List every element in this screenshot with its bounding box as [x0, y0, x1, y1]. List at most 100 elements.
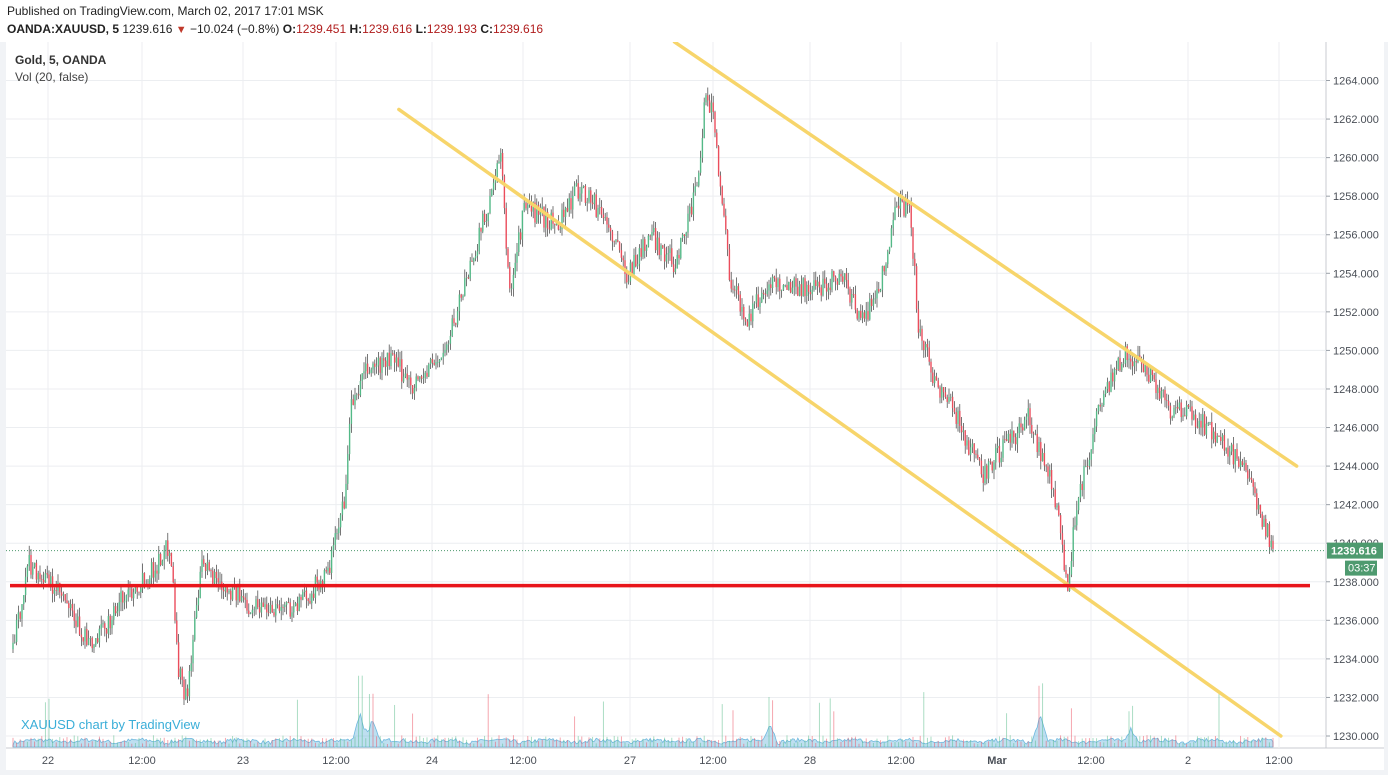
candle-body	[753, 302, 756, 304]
candle-body	[1020, 423, 1022, 428]
candle-body	[69, 604, 72, 609]
candle-body	[1144, 364, 1146, 373]
candle-body	[888, 246, 891, 252]
candle-body	[989, 461, 992, 463]
candle-body	[1241, 461, 1244, 466]
candle-body	[926, 344, 929, 348]
watermark-link[interactable]: XAUUSD chart by TradingView	[21, 717, 200, 732]
candle-body	[1077, 497, 1080, 511]
candle-body	[892, 219, 894, 229]
candle-body	[1218, 435, 1220, 437]
candle-body	[840, 273, 842, 277]
candle-body	[1036, 433, 1038, 453]
candle-body	[829, 287, 831, 291]
candle-body	[1018, 423, 1020, 434]
candle-body	[662, 245, 664, 248]
candle-body	[847, 279, 849, 289]
candle-body	[725, 215, 727, 231]
candle-body	[791, 287, 794, 293]
candle-body	[545, 211, 547, 228]
candle-body	[235, 586, 237, 601]
candle-body	[1146, 364, 1148, 375]
candle-body	[568, 198, 570, 212]
candle-body	[177, 642, 180, 678]
candle-body	[604, 217, 606, 219]
candle-body	[786, 285, 788, 290]
candle-body	[449, 335, 452, 344]
candle-body	[230, 590, 232, 600]
candle-body	[35, 562, 38, 580]
candle-body	[152, 562, 155, 578]
candle-body	[500, 153, 502, 162]
candle-body	[1149, 366, 1152, 382]
candle-body	[75, 620, 77, 627]
candle-body	[433, 362, 435, 365]
candle-body	[870, 298, 873, 306]
candle-body	[1225, 447, 1227, 451]
candle-body	[357, 394, 360, 396]
candle-body	[1004, 439, 1006, 441]
candle-body	[125, 595, 128, 601]
candle-body	[363, 371, 365, 374]
candle-body	[1189, 406, 1191, 408]
candle-body	[1119, 358, 1121, 371]
candle-body	[77, 616, 79, 627]
candle-body	[746, 321, 749, 327]
chart-area[interactable]: 1230.000 1232.000 1234.000 1236.000 1238.000…	[6, 40, 1384, 770]
candle-body	[289, 602, 291, 617]
candle-body	[48, 574, 50, 586]
candle-body	[143, 572, 146, 584]
candle-body	[278, 605, 281, 611]
candle-body	[96, 638, 99, 643]
candle-body	[123, 600, 126, 603]
candle-body	[588, 190, 590, 202]
candle-body	[1194, 414, 1197, 427]
candle-body	[55, 589, 57, 591]
candle-body	[1079, 484, 1082, 498]
candle-body	[1178, 402, 1181, 409]
candle-body	[734, 289, 736, 291]
candle-body	[879, 290, 882, 292]
candle-body	[969, 447, 972, 455]
candle-body	[766, 290, 768, 295]
candle-body	[134, 586, 137, 593]
candle-body	[1040, 442, 1042, 462]
channel-upper-line	[672, 40, 1299, 468]
candle-body	[1196, 426, 1199, 428]
candle-body	[1263, 518, 1265, 527]
candle-body	[82, 637, 84, 642]
close-label: C:	[480, 22, 493, 36]
candle-body	[264, 604, 266, 607]
candle-body	[1254, 486, 1256, 494]
candle-body	[1090, 449, 1092, 460]
candle-body	[21, 604, 23, 619]
candle-body	[354, 395, 356, 405]
candle-body	[883, 266, 885, 272]
candle-body	[613, 241, 615, 243]
candle-body	[593, 194, 596, 205]
candle-body	[919, 328, 921, 333]
candle-body	[800, 284, 803, 297]
candle-body	[793, 278, 795, 288]
candle-body	[12, 642, 14, 650]
candle-body	[429, 359, 432, 365]
candle-body	[1072, 527, 1074, 562]
candle-body	[1045, 465, 1047, 467]
candle-body	[993, 462, 995, 471]
candle-body	[1016, 433, 1019, 445]
candle-body	[501, 153, 504, 177]
candle-body	[172, 566, 174, 583]
candle-body	[249, 613, 252, 615]
candle-body	[424, 372, 426, 378]
candle-body	[91, 637, 93, 649]
candle-body	[469, 260, 471, 279]
candle-body	[1184, 415, 1186, 417]
price-chart[interactable]: 1230.000 1232.000 1234.000 1236.000 1238.000…	[6, 40, 1384, 770]
candle-body	[498, 161, 500, 164]
candle-body	[136, 586, 138, 592]
candle-body	[1257, 504, 1260, 510]
candle-body	[1203, 414, 1206, 435]
candle-body	[885, 264, 887, 272]
y-tick-label: 1230.000	[1333, 731, 1379, 743]
candle-body	[681, 234, 684, 238]
